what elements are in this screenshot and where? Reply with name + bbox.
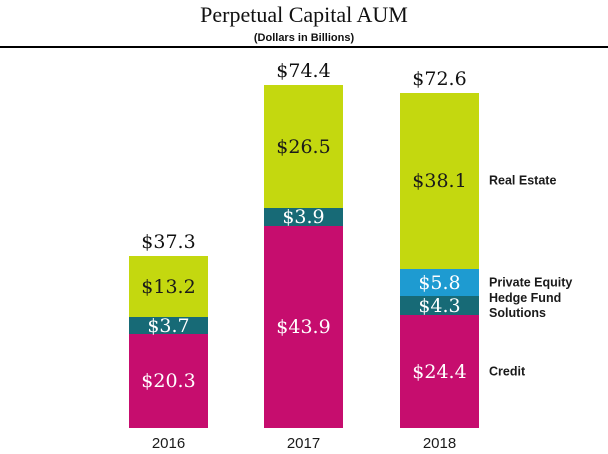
bar-segment-credit-2018: $24.4 — [400, 315, 479, 428]
header-divider — [0, 46, 608, 48]
segment-value-label: $13.2 — [141, 275, 196, 298]
chart-title: Perpetual Capital AUM — [200, 2, 408, 27]
legend-label-real-estate: Real Estate — [489, 173, 557, 188]
bar-segment-real-estate-2018: $38.1 — [400, 93, 479, 269]
segment-value-label: $24.4 — [412, 360, 467, 383]
year-label-2016: 2016 — [151, 435, 186, 452]
segment-value-label: $4.3 — [418, 294, 461, 317]
bar-segment-credit-2017: $43.9 — [264, 226, 343, 428]
bar-segment-hedge-fund-solutions-2018: $4.3 — [400, 294, 479, 317]
segment-value-label: $3.7 — [147, 314, 190, 337]
total-label-2016: $37.3 — [141, 231, 196, 253]
segment-value-label: $38.1 — [412, 170, 467, 192]
segment-value-label: $43.9 — [276, 316, 331, 338]
total-label-2017: $74.4 — [276, 60, 331, 82]
legend-label-private-equity: Private Equity — [489, 275, 573, 289]
year-label-2018: 2018 — [422, 435, 457, 452]
legend-label-hedge-fund-solutions: Hedge Fund Solutions — [489, 290, 562, 320]
segment-value-label: $3.9 — [282, 206, 325, 228]
bar-segment-real-estate-2016: $13.2 — [129, 256, 208, 317]
bar-segment-hedge-fund-solutions-2017: $3.9 — [264, 206, 343, 228]
bar-segment-hedge-fund-solutions-2016: $3.7 — [129, 314, 208, 337]
chart-subtitle: (Dollars in Billions) — [253, 32, 355, 44]
segment-value-label: $26.5 — [276, 135, 331, 158]
bar-segment-credit-2016: $20.3 — [129, 334, 208, 428]
total-label-2018: $72.6 — [412, 68, 467, 90]
bar-segment-real-estate-2017: $26.5 — [264, 85, 343, 208]
legend-label-credit: Credit — [489, 364, 526, 378]
segment-value-label: $5.8 — [418, 271, 461, 294]
bar-segment-private-equity-2018: $5.8 — [400, 269, 479, 296]
segment-value-label: $20.3 — [141, 370, 196, 392]
year-label-2017: 2017 — [286, 435, 321, 452]
